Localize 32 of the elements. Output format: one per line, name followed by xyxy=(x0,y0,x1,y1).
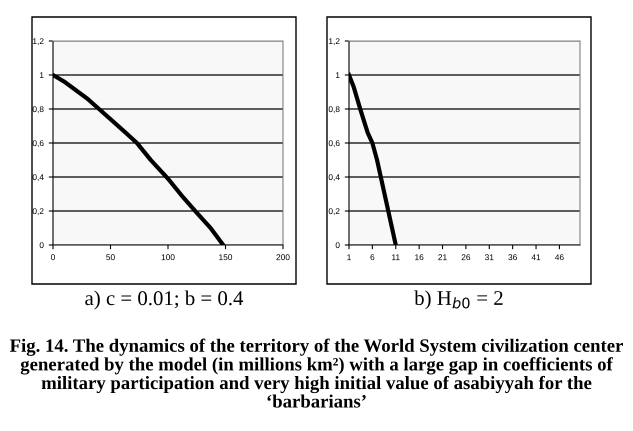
y-tick-label: 0,4 xyxy=(328,174,340,182)
x-tick-label: 0 xyxy=(51,254,55,260)
y-tick-label: 0 xyxy=(40,242,44,248)
x-tick-label: 11 xyxy=(392,254,400,260)
x-tick-label: 31 xyxy=(484,254,494,260)
x-tick-label: 46 xyxy=(554,254,564,260)
x-tick-label: 6 xyxy=(370,254,374,260)
y-tick-label: 0,6 xyxy=(328,140,340,148)
y-tick-label: 0,2 xyxy=(32,208,44,216)
y-tick-label: 1,2 xyxy=(33,38,44,46)
y-tick-label: 1 xyxy=(40,72,44,78)
y-tick-label: 0,6 xyxy=(32,140,44,148)
x-axis-title: a) c = 0.01; b = 0.4 xyxy=(85,290,244,310)
x-tick-label: 26 xyxy=(462,254,470,260)
y-tick-label: 1 xyxy=(336,72,340,78)
x-tick-label: 41 xyxy=(532,254,540,260)
y-tick-label: 0,4 xyxy=(32,174,44,182)
caption: Fig. 14. The dynamics of the territory of the World System civilization center generated by the model (in millions km²) with a large gap in coefficients of military participation and very high initial value of asabiyyah for the ‘barbarians’ xyxy=(10,338,624,408)
x-tick-label: 100 xyxy=(162,254,175,260)
x-axis-title: b) H$_{b0}$ = 2 xyxy=(414,290,503,310)
x-tick-label: 50 xyxy=(106,254,115,260)
y-tick-label: 0,2 xyxy=(328,208,340,216)
y-tick-label: 0 xyxy=(336,242,340,248)
y-tick-label: 0,8 xyxy=(32,106,44,114)
x-tick-label: 21 xyxy=(438,254,447,260)
x-tick-label: 16 xyxy=(415,254,424,260)
y-tick-label: 0,8 xyxy=(328,106,340,114)
x-tick-label: 150 xyxy=(219,254,232,260)
y-tick-label: 1,2 xyxy=(329,38,340,46)
x-tick-label: 36 xyxy=(508,254,517,260)
x-tick-label: 200 xyxy=(276,254,290,260)
x-tick-label: 1 xyxy=(347,254,351,260)
